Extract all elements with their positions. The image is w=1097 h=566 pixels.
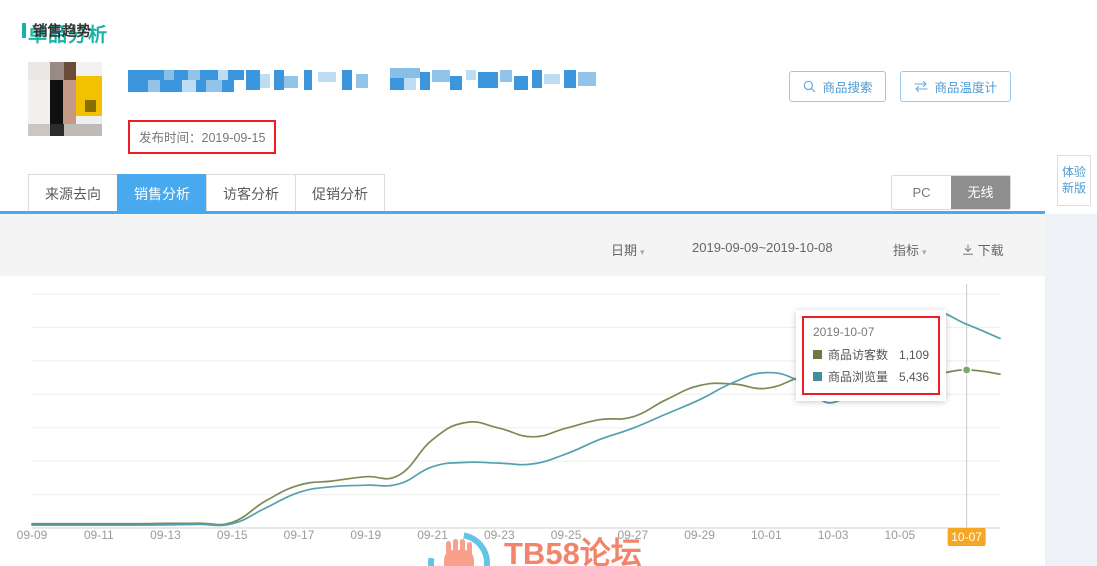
product-title-redacted bbox=[128, 68, 598, 96]
device-toggle: PC 无线 bbox=[891, 175, 1011, 210]
tooltip-value-pageviews: 5,436 bbox=[898, 369, 929, 384]
device-toggle-wireless[interactable]: 无线 bbox=[951, 176, 1010, 209]
x-axis-tick-09-29: 09-29 bbox=[684, 528, 715, 542]
x-axis-tick-09-15: 09-15 bbox=[216, 528, 248, 542]
panel-title: 销售趋势 bbox=[22, 20, 91, 41]
tooltip-date: 2019-10-07 bbox=[813, 325, 875, 339]
sales-trend-panel-header bbox=[0, 214, 1045, 276]
download-icon bbox=[962, 243, 978, 258]
x-axis-tick-10-05: 10-05 bbox=[884, 528, 916, 542]
x-axis-tick-09-17: 09-17 bbox=[283, 528, 315, 542]
top-action-buttons: 商品搜索 商品温度计 bbox=[789, 71, 1011, 102]
x-axis-tick-10-03: 10-03 bbox=[817, 528, 849, 542]
product-search-button[interactable]: 商品搜索 bbox=[789, 71, 887, 102]
x-axis-tick-09-23: 09-23 bbox=[483, 528, 515, 542]
x-axis-tick-10-07: 10-07 bbox=[947, 528, 986, 546]
chevron-down-icon: ▾ bbox=[640, 247, 645, 257]
product-search-label: 商品搜索 bbox=[822, 81, 873, 95]
tooltip-highlight-box: 2019-10-07 商品访客数 1,109 商品浏览量 5,436 bbox=[802, 316, 940, 395]
tooltip-row-pageviews: 商品浏览量 5,436 bbox=[813, 368, 929, 385]
panel-accent-bar bbox=[22, 23, 26, 38]
download-button[interactable]: 下载 bbox=[962, 240, 1004, 259]
product-thumbnail[interactable] bbox=[28, 62, 102, 144]
x-axis-tick-09-21: 09-21 bbox=[417, 528, 448, 542]
x-axis-tick-09-25: 09-25 bbox=[550, 528, 582, 542]
analysis-tabs: 来源去向 销售分析 访客分析 促销分析 bbox=[28, 174, 385, 212]
swap-arrows-icon bbox=[914, 80, 929, 93]
try-new-version-line2: 新版 bbox=[1061, 181, 1086, 195]
x-axis-tick-09-09: 09-09 bbox=[16, 528, 48, 542]
product-thermometer-label: 商品温度计 bbox=[934, 81, 997, 95]
tab-underline bbox=[0, 211, 1045, 214]
x-axis-tick-09-19: 09-19 bbox=[350, 528, 382, 542]
tooltip-value-visitors: 1,109 bbox=[898, 347, 929, 362]
product-thermometer-button[interactable]: 商品温度计 bbox=[900, 71, 1011, 102]
tooltip-swatch-visitors bbox=[813, 350, 822, 359]
chart-marker-dot bbox=[961, 364, 972, 375]
publish-time-highlight-box: 发布时间：2019-09-15 bbox=[128, 120, 277, 154]
x-axis-tick-09-11: 09-11 bbox=[83, 528, 114, 542]
right-gutter bbox=[1045, 214, 1097, 566]
tab-source-destination[interactable]: 来源去向 bbox=[28, 174, 117, 212]
device-toggle-pc[interactable]: PC bbox=[892, 176, 951, 209]
chart-x-axis-labels: 09-09 09-11 09-13 09-15 09-17 09-19 09-21 09-23… bbox=[0, 528, 1045, 550]
series-line-pageviews bbox=[31, 310, 1001, 527]
metric-dropdown-label: 指标 bbox=[893, 243, 920, 258]
tab-promotion-analysis[interactable]: 促销分析 bbox=[295, 174, 385, 212]
tab-visitor-analysis[interactable]: 访客分析 bbox=[206, 174, 295, 212]
chart-tooltip: 2019-10-07 商品访客数 1,109 商品浏览量 5,436 bbox=[796, 310, 946, 401]
tooltip-row-visitors: 商品访客数 1,109 bbox=[813, 346, 929, 363]
download-label: 下载 bbox=[977, 243, 1004, 258]
date-range-value: 2019-09-09~2019-10-08 bbox=[692, 240, 833, 255]
try-new-version-tab[interactable]: 体验 新版 bbox=[1057, 155, 1091, 206]
panel-title-text: 销售趋势 bbox=[33, 24, 91, 40]
tab-sales-analysis[interactable]: 销售分析 bbox=[117, 174, 206, 212]
date-dropdown[interactable]: 日期 ▾ bbox=[611, 240, 645, 259]
x-axis-tick-09-13: 09-13 bbox=[150, 528, 181, 542]
chevron-down-icon: ▾ bbox=[922, 247, 927, 257]
publish-time-label: 发布时间：2019-09-15 bbox=[139, 131, 266, 145]
page-title: 单品分析 bbox=[28, 25, 109, 46]
try-new-version-line1: 体验 bbox=[1061, 165, 1086, 179]
tooltip-swatch-pageviews bbox=[813, 372, 822, 381]
tooltip-name-pageviews: 商品浏览量 bbox=[828, 370, 889, 384]
x-axis-tick-10-01: 10-01 bbox=[750, 528, 782, 542]
tooltip-name-visitors: 商品访客数 bbox=[828, 348, 889, 362]
date-dropdown-label: 日期 bbox=[611, 243, 638, 258]
x-axis-tick-09-27: 09-27 bbox=[617, 528, 649, 542]
search-icon bbox=[803, 80, 816, 93]
product-summary: 发布时间：2019-09-15 bbox=[28, 60, 748, 156]
metric-dropdown[interactable]: 指标 ▾ bbox=[893, 240, 927, 259]
